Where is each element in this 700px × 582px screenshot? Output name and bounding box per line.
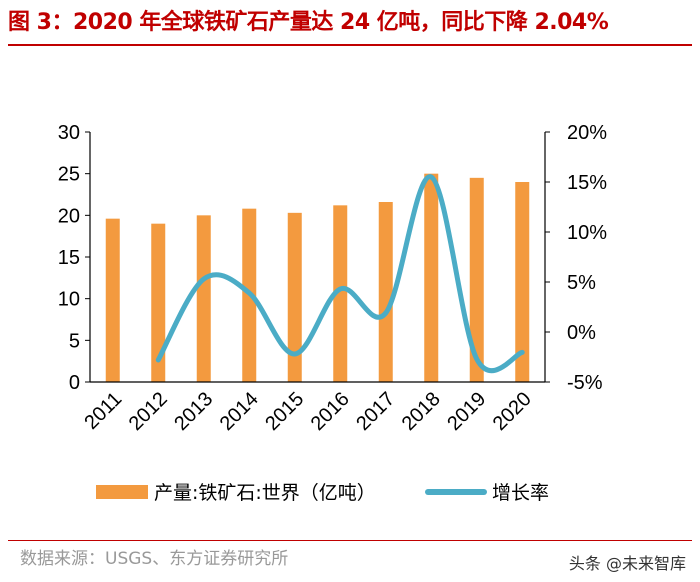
- right-tick-label: 10%: [567, 222, 607, 244]
- growth-rate-line: [155, 174, 525, 374]
- x-tick-label: 2014: [216, 388, 263, 435]
- left-tick-label: 0: [69, 372, 80, 394]
- bar-2015: [287, 212, 302, 382]
- x-tick-label: 2020: [489, 388, 536, 435]
- bar-2018: [424, 173, 439, 382]
- left-tick-label: 25: [58, 164, 80, 186]
- right-tick-label: 20%: [567, 122, 607, 144]
- bar-2019: [469, 177, 484, 382]
- x-tick-label: 2012: [125, 388, 172, 435]
- footer-divider: [8, 540, 692, 541]
- x-tick-label: 2015: [261, 388, 308, 435]
- left-tick-label: 20: [58, 205, 80, 227]
- right-tick-label: 5%: [567, 272, 596, 294]
- right-tick-label: -5%: [567, 372, 603, 394]
- title-divider: [8, 44, 692, 46]
- left-tick-label: 30: [58, 122, 80, 144]
- legend-line-label: 增长率: [492, 482, 549, 504]
- bar-2011: [105, 218, 120, 382]
- x-tick-label: 2013: [170, 388, 217, 435]
- bar-2013: [196, 215, 211, 382]
- bar-2016: [333, 205, 348, 382]
- chart-title: 图 3：2020 年全球铁矿石产量达 24 亿吨，同比下降 2.04%: [8, 10, 609, 35]
- source-note: 数据来源：USGS、东方证券研究所: [20, 549, 289, 569]
- x-tick-label: 2019: [443, 388, 490, 435]
- right-tick-label: 0%: [567, 322, 596, 344]
- x-tick-label: 2018: [398, 388, 445, 435]
- bar-2017: [378, 202, 393, 382]
- x-tick-label: 2016: [307, 388, 354, 435]
- x-tick-label: 2011: [80, 388, 126, 434]
- watermark: 头条 @未来智库: [568, 554, 686, 573]
- x-tick-label: 2017: [352, 388, 399, 435]
- left-tick-label: 15: [58, 247, 80, 269]
- right-tick-label: 15%: [567, 172, 607, 194]
- bar-2020: [515, 182, 530, 382]
- legend-bar-label: 产量:铁矿石:世界（亿吨）: [154, 482, 376, 504]
- legend-bar-swatch: [96, 485, 148, 499]
- left-tick-label: 5: [69, 330, 80, 352]
- bar-2012: [151, 223, 166, 382]
- chart-area: 0 5 10 15 20 25 30 -5% 0% 5% 10% 15% 20% 201120122013…: [58, 122, 607, 504]
- left-tick-label: 10: [58, 289, 80, 311]
